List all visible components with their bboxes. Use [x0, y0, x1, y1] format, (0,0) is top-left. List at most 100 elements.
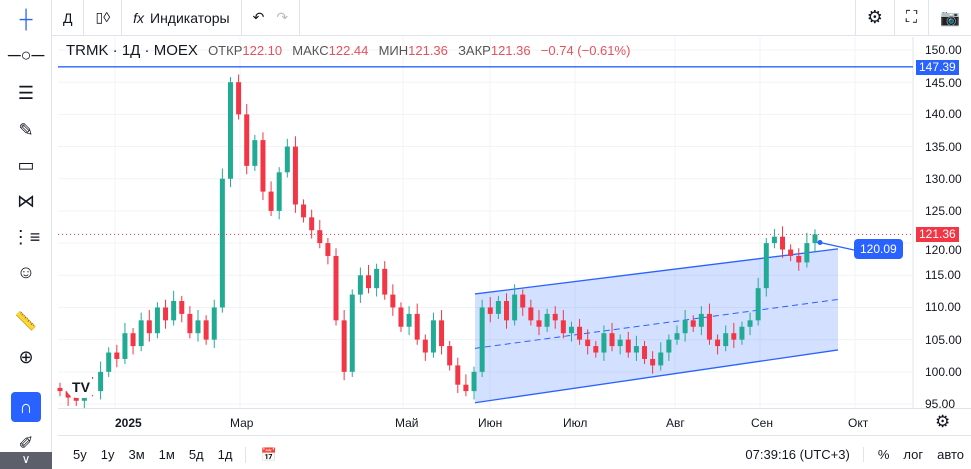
forecast-icon[interactable]: ⋮≡ [11, 226, 41, 247]
time-axis[interactable]: 2025 Мар Май Июн Июл Авг Сен Окт ⚙ [58, 408, 971, 436]
price-tick: 105.00 [925, 332, 962, 347]
undo-redo-group: ↶ ↷ [242, 0, 301, 36]
price-tick: 145.00 [925, 76, 962, 90]
candle [439, 320, 445, 347]
range-1d[interactable]: 1д [217, 447, 233, 462]
candle [715, 339, 721, 347]
candle [244, 114, 250, 166]
brush-icon[interactable]: ✎ [18, 119, 34, 140]
candle [617, 339, 623, 347]
drawing-price-label[interactable]: 120.09 [854, 239, 903, 259]
lock-drawings-icon[interactable]: ✐ [18, 432, 34, 453]
candle [227, 82, 233, 179]
candle [236, 82, 242, 115]
low-value: 121.36 [408, 43, 448, 58]
range-5d[interactable]: 5д [188, 447, 204, 462]
candle [122, 333, 128, 359]
candle [422, 339, 428, 353]
candle [365, 275, 371, 289]
last-price-label: 121.36 [916, 227, 959, 242]
candle [585, 339, 591, 347]
crosshair-icon[interactable]: ┼ [19, 8, 33, 29]
candle [309, 217, 315, 231]
auto-toggle[interactable]: авто [937, 447, 964, 462]
zoom-in-icon[interactable]: ⊕ [18, 346, 34, 367]
top-toolbar: Д ▯◊ fx Индикаторы ↶ ↷ ⚙ ⛶ 📷 [52, 0, 971, 36]
price-tick: 125.00 [925, 203, 962, 218]
candle [333, 255, 339, 321]
clock[interactable]: 07:39:16 (UTC+3) [745, 447, 850, 462]
low-label: МИН [378, 43, 409, 58]
candle [463, 384, 469, 392]
candle [447, 346, 453, 366]
candle [723, 333, 729, 347]
redo-icon[interactable]: ↷ [276, 9, 289, 25]
settings-icon[interactable]: ⚙ [854, 0, 895, 36]
range-1y[interactable]: 1y [100, 447, 115, 462]
candle [520, 294, 526, 308]
range-1m[interactable]: 1м [158, 447, 175, 462]
camera-icon[interactable]: 📷 [940, 9, 960, 27]
range-5y[interactable]: 5y [73, 447, 87, 462]
pattern-icon[interactable]: ⋈ [17, 190, 35, 211]
candle [219, 178, 225, 308]
price-tick: 130.00 [925, 171, 962, 186]
candle [771, 236, 777, 244]
trend-line-icon[interactable]: ─○─ [7, 44, 45, 65]
price-tick: 120.00 [925, 243, 962, 257]
candle [179, 301, 185, 314]
time-tick: Сен [751, 416, 773, 430]
annotation-arrow [819, 241, 855, 251]
change-value: −0.74 (−0.61%) [540, 43, 631, 58]
time-tick: 2025 [115, 416, 142, 430]
candle [512, 294, 518, 321]
range-3m[interactable]: 3м [128, 447, 145, 462]
channel-upper-line [474, 248, 839, 295]
candle [788, 249, 794, 256]
candle [528, 307, 534, 321]
candle [731, 333, 737, 340]
candle [633, 346, 639, 353]
candle [804, 243, 810, 263]
log-toggle[interactable]: лог [903, 447, 924, 462]
time-tick: Мар [230, 416, 254, 430]
chart-type-button[interactable]: ▯◊ [84, 0, 123, 36]
interval-button[interactable]: Д [52, 0, 85, 36]
time-tick: Авг [666, 416, 685, 430]
collapse-toolbar-button[interactable]: ∨ [0, 452, 52, 469]
candle [390, 294, 396, 308]
text-note-icon[interactable]: ▭ [17, 154, 35, 175]
channel-mid-line [474, 298, 839, 349]
fullscreen-icon[interactable]: ⛶ [895, 0, 930, 36]
candle [593, 346, 599, 353]
ruler-icon[interactable]: 📏 [14, 310, 38, 331]
candle [430, 320, 436, 353]
goto-date-icon[interactable]: 📅 [245, 446, 283, 463]
candle [260, 140, 266, 192]
indicators-button[interactable]: fx Индикаторы [122, 0, 242, 36]
high-value: 122.44 [328, 43, 369, 58]
candle [114, 352, 120, 359]
candle [690, 320, 696, 327]
magnet-icon[interactable]: ∩ [11, 392, 41, 422]
open-value: 122.10 [242, 43, 283, 58]
candle [195, 320, 201, 334]
percent-toggle[interactable]: % [862, 447, 897, 462]
fib-icon[interactable]: ☰ [17, 82, 35, 103]
axis-settings-icon[interactable]: ⚙ [935, 412, 951, 431]
exchange: MOEX [153, 42, 198, 59]
time-tick: Июл [563, 416, 588, 430]
candle [357, 275, 363, 295]
open-label: ОТКР [208, 43, 243, 58]
candle [171, 301, 177, 321]
undo-icon[interactable]: ↶ [252, 9, 265, 25]
candle [763, 243, 769, 289]
symbol[interactable]: TRMK [66, 42, 109, 59]
candle [455, 365, 461, 385]
candle [73, 397, 79, 401]
emoji-icon[interactable]: ☺ [16, 261, 36, 282]
price-tick: 150.00 [925, 43, 962, 58]
candle [146, 320, 152, 334]
candle [154, 307, 160, 334]
